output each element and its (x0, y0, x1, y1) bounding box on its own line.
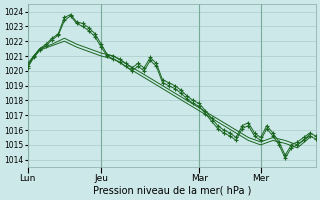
X-axis label: Pression niveau de la mer( hPa ): Pression niveau de la mer( hPa ) (92, 186, 251, 196)
